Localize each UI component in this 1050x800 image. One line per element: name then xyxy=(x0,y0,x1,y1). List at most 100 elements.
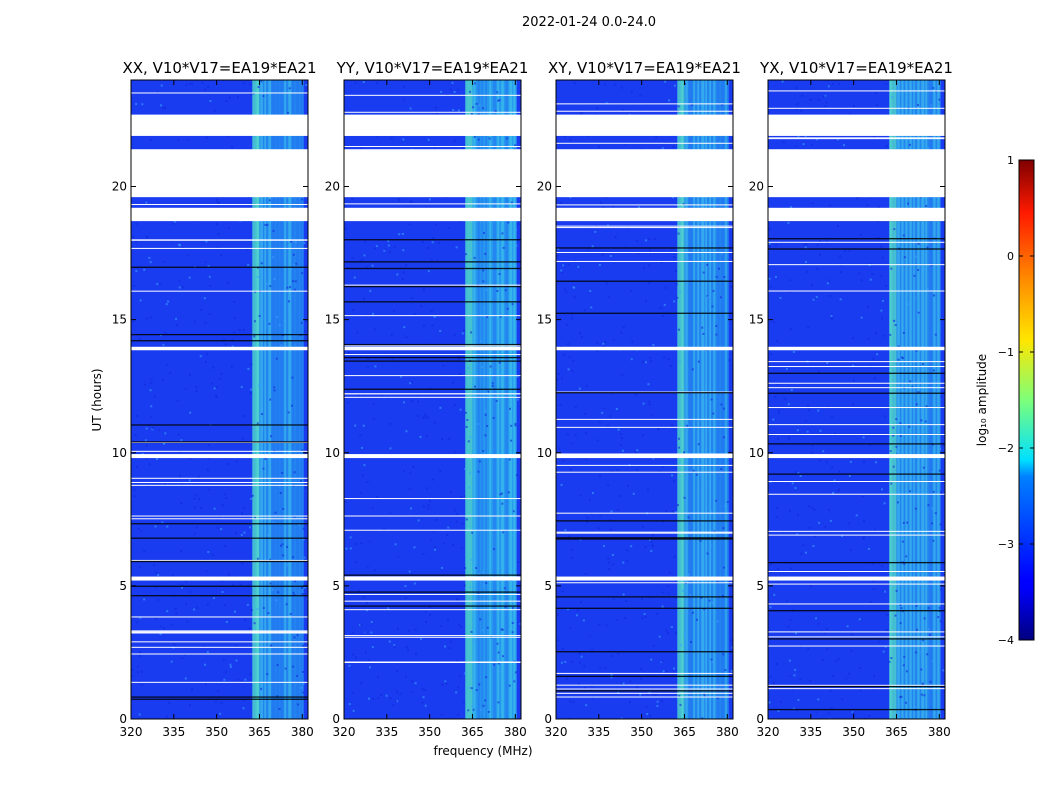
noise-speckle xyxy=(288,87,291,90)
dropout-line xyxy=(768,248,945,250)
noise-speckle xyxy=(152,564,155,567)
noise-speckle xyxy=(366,366,369,369)
dropout-line xyxy=(556,520,733,522)
time-gap-line xyxy=(768,684,945,686)
noise-speckle xyxy=(813,508,816,511)
noise-speckle xyxy=(571,661,574,664)
time-gap-line xyxy=(556,684,733,686)
noise-speckle xyxy=(235,659,238,662)
noise-speckle xyxy=(268,271,271,274)
noise-speckle xyxy=(366,565,369,568)
noise-speckle xyxy=(649,357,652,360)
noise-speckle xyxy=(359,259,362,262)
noise-speckle xyxy=(289,286,292,289)
noise-speckle xyxy=(899,422,902,425)
noise-speckle xyxy=(186,138,189,141)
noise-speckle xyxy=(650,658,653,661)
time-gap-line xyxy=(556,453,733,455)
noise-speckle xyxy=(678,437,681,440)
noise-speckle xyxy=(826,282,829,285)
noise-speckle xyxy=(642,434,645,437)
noise-speckle xyxy=(464,672,467,675)
noise-speckle xyxy=(581,111,584,114)
channel-stripe xyxy=(693,80,695,719)
noise-speckle xyxy=(157,598,160,601)
noise-speckle xyxy=(703,694,706,697)
noise-speckle xyxy=(161,107,164,110)
noise-speckle xyxy=(146,457,149,460)
noise-speckle xyxy=(220,372,223,375)
noise-speckle xyxy=(605,624,608,627)
noise-speckle xyxy=(841,698,844,701)
noise-speckle xyxy=(209,100,212,103)
noise-speckle xyxy=(410,507,413,510)
noise-speckle xyxy=(252,92,255,95)
time-gap-line xyxy=(131,518,308,520)
time-gap-line xyxy=(768,361,945,363)
noise-speckle xyxy=(240,680,243,683)
noise-speckle xyxy=(411,296,414,299)
figure-suptitle: 2022-01-24 0.0-24.0 xyxy=(522,15,656,30)
noise-speckle xyxy=(773,593,776,596)
noise-speckle xyxy=(352,653,355,656)
noise-speckle xyxy=(150,378,153,381)
noise-speckle xyxy=(781,80,784,83)
noise-speckle xyxy=(917,391,920,394)
noise-speckle xyxy=(877,205,880,208)
noise-speckle xyxy=(468,686,471,689)
noise-speckle xyxy=(812,545,815,548)
noise-speckle xyxy=(881,299,884,302)
noise-speckle xyxy=(271,588,274,591)
noise-speckle xyxy=(428,499,431,502)
noise-speckle xyxy=(576,609,579,612)
noise-speckle xyxy=(723,275,726,278)
noise-speckle xyxy=(373,418,376,421)
noise-speckle xyxy=(654,237,657,240)
noise-speckle xyxy=(599,667,602,670)
noise-speckle xyxy=(569,468,572,471)
noise-speckle xyxy=(467,367,470,370)
noise-speckle xyxy=(598,475,601,478)
noise-speckle xyxy=(456,599,459,602)
noise-speckle xyxy=(897,450,899,453)
noise-speckle xyxy=(440,90,443,93)
noise-speckle xyxy=(244,678,247,681)
noise-speckle xyxy=(207,265,210,268)
noise-speckle xyxy=(223,678,226,681)
noise-speckle xyxy=(607,295,610,298)
y-tick-label: 20 xyxy=(537,180,552,194)
noise-speckle xyxy=(871,272,874,275)
noise-speckle xyxy=(577,265,580,268)
noise-speckle xyxy=(601,411,604,414)
noise-speckle xyxy=(705,408,708,411)
time-gap-line xyxy=(344,284,521,286)
noise-speckle xyxy=(560,483,563,486)
noise-speckle xyxy=(154,525,157,528)
noise-speckle xyxy=(885,145,888,148)
noise-speckle xyxy=(928,633,931,636)
noise-speckle xyxy=(790,328,793,331)
noise-speckle xyxy=(136,414,139,417)
noise-speckle xyxy=(424,413,427,416)
noise-speckle xyxy=(506,137,509,140)
noise-speckle xyxy=(829,519,832,522)
noise-speckle xyxy=(189,590,192,593)
noise-speckle xyxy=(573,296,576,299)
noise-speckle xyxy=(706,296,709,299)
noise-speckle xyxy=(811,444,814,447)
noise-speckle xyxy=(286,286,289,289)
noise-speckle xyxy=(292,665,295,668)
channel-stripe xyxy=(509,80,513,719)
noise-speckle xyxy=(562,354,565,357)
noise-speckle xyxy=(514,228,517,231)
noise-speckle xyxy=(858,667,861,670)
noise-speckle xyxy=(371,264,374,267)
noise-speckle xyxy=(715,499,718,502)
noise-speckle xyxy=(135,103,138,106)
y-tick-label: 15 xyxy=(112,313,127,327)
noise-speckle xyxy=(691,103,694,106)
noise-speckle xyxy=(566,608,569,611)
noise-speckle xyxy=(258,314,261,317)
x-tick-label: 365 xyxy=(461,725,484,739)
noise-speckle xyxy=(371,646,374,649)
